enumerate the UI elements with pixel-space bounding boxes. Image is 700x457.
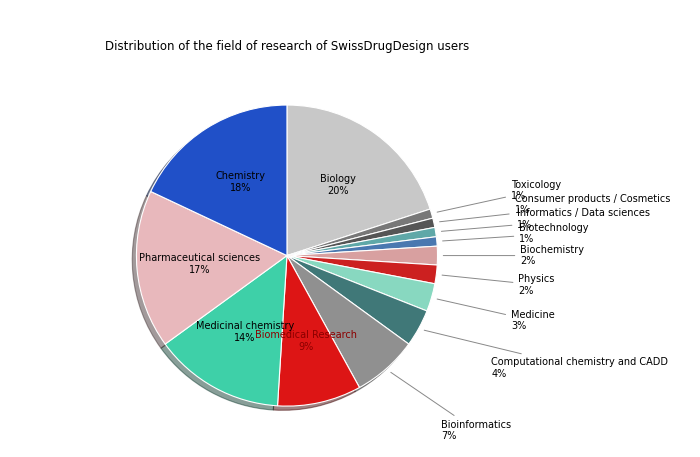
Text: Chemistry
18%: Chemistry 18% bbox=[215, 171, 265, 193]
Wedge shape bbox=[287, 209, 433, 255]
Text: Computational chemistry and CADD
4%: Computational chemistry and CADD 4% bbox=[424, 330, 668, 379]
Text: Biotechnology
1%: Biotechnology 1% bbox=[442, 223, 589, 244]
Wedge shape bbox=[165, 255, 287, 406]
Text: Physics
2%: Physics 2% bbox=[442, 274, 555, 296]
Text: Pharmaceutical sciences
17%: Pharmaceutical sciences 17% bbox=[139, 253, 260, 275]
Text: Consumer products / Cosmetics
1%: Consumer products / Cosmetics 1% bbox=[440, 194, 670, 222]
Title: Distribution of the field of research of SwissDrugDesign users: Distribution of the field of research of… bbox=[105, 40, 469, 53]
Wedge shape bbox=[150, 105, 287, 255]
Text: Biomedical Research
9%: Biomedical Research 9% bbox=[255, 330, 357, 351]
Text: Bioinformatics
7%: Bioinformatics 7% bbox=[391, 372, 512, 441]
Text: Toxicology
1%: Toxicology 1% bbox=[437, 180, 561, 212]
Wedge shape bbox=[287, 246, 438, 265]
Wedge shape bbox=[287, 218, 435, 255]
Wedge shape bbox=[287, 255, 427, 344]
Text: Medicine
3%: Medicine 3% bbox=[437, 299, 555, 331]
Wedge shape bbox=[287, 105, 430, 255]
Text: Biochemistry
2%: Biochemistry 2% bbox=[443, 245, 584, 266]
Wedge shape bbox=[287, 228, 436, 255]
Wedge shape bbox=[136, 191, 287, 344]
Text: Medicinal chemistry
14%: Medicinal chemistry 14% bbox=[196, 321, 294, 343]
Wedge shape bbox=[277, 255, 360, 406]
Wedge shape bbox=[287, 255, 435, 311]
Wedge shape bbox=[287, 237, 438, 255]
Wedge shape bbox=[287, 255, 409, 388]
Text: Biology
20%: Biology 20% bbox=[321, 174, 356, 196]
Text: Informatics / Data sciences
1%: Informatics / Data sciences 1% bbox=[442, 208, 650, 231]
Wedge shape bbox=[287, 255, 438, 284]
